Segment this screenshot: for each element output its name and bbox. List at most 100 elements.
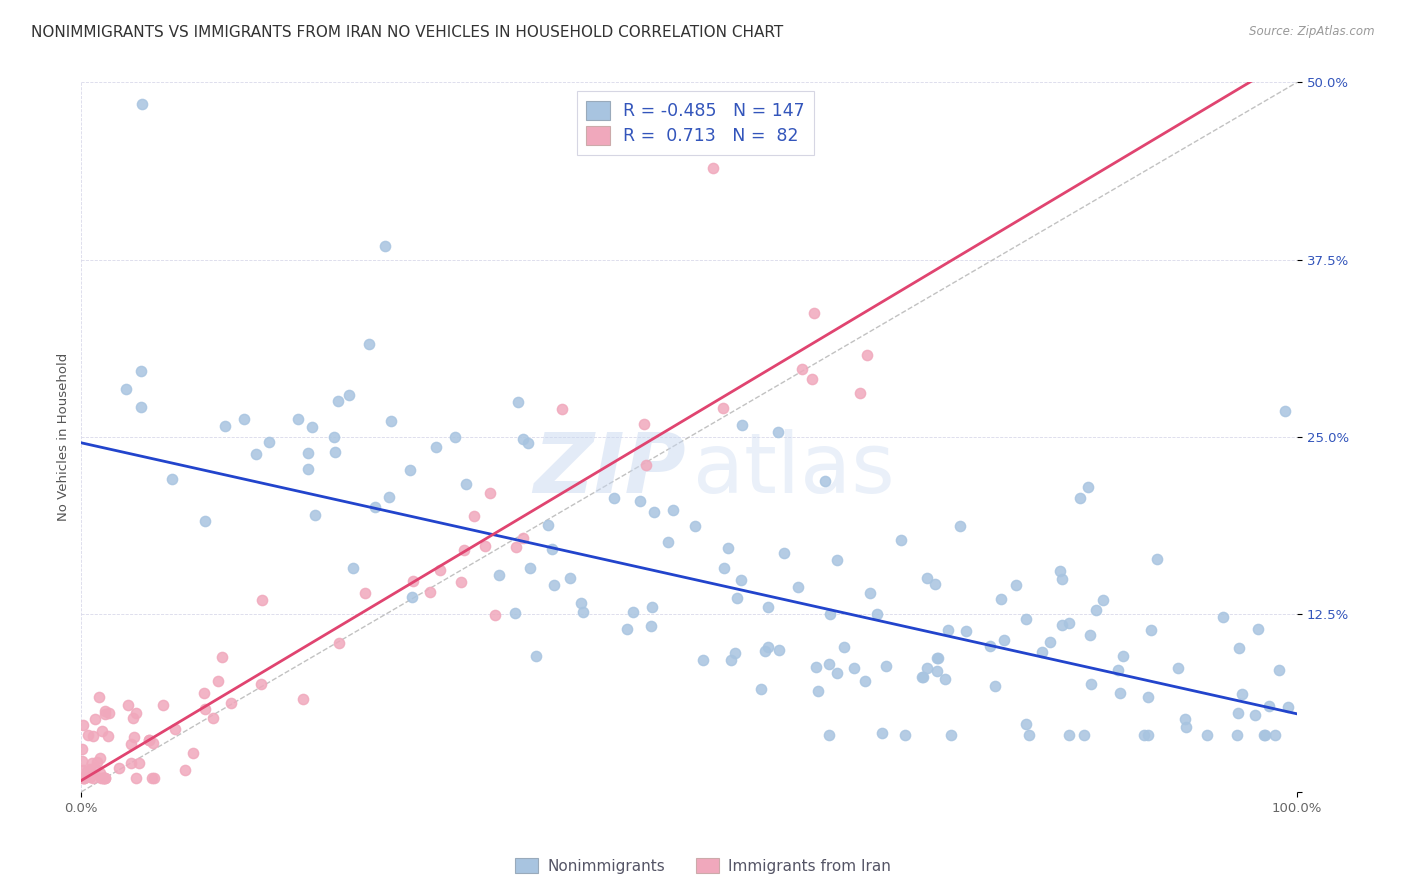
Point: [1174, 712, 1197, 726]
Point: [927, 651, 949, 665]
Point: [287, 412, 309, 426]
Point: [818, 657, 841, 671]
Point: [756, 640, 779, 654]
Point: [128, 756, 150, 770]
Point: [142, 771, 165, 785]
Point: [125, 771, 148, 785]
Point: [233, 411, 256, 425]
Point: [377, 490, 399, 504]
Point: [842, 661, 865, 675]
Point: [129, 400, 152, 414]
Point: [1084, 603, 1107, 617]
Point: [949, 519, 972, 533]
Point: [1227, 640, 1250, 655]
Point: [912, 670, 935, 684]
Point: [683, 519, 706, 533]
Point: [875, 659, 897, 673]
Point: [512, 532, 534, 546]
Y-axis label: No Vehicles in Household: No Vehicles in Household: [58, 353, 70, 521]
Point: [82, 771, 104, 785]
Point: [526, 648, 548, 663]
Point: [337, 387, 360, 401]
Point: [1073, 728, 1095, 742]
Point: [98, 706, 121, 720]
Point: [425, 441, 447, 455]
Point: [1092, 593, 1115, 607]
Point: [207, 674, 229, 689]
Point: [519, 561, 541, 575]
Point: [859, 586, 882, 600]
Point: [72, 763, 94, 777]
Point: [505, 540, 527, 554]
Point: [89, 766, 111, 780]
Point: [129, 364, 152, 378]
Point: [512, 433, 534, 447]
Point: [936, 623, 959, 637]
Point: [1212, 609, 1234, 624]
Point: [662, 503, 685, 517]
Point: [616, 622, 638, 636]
Point: [657, 535, 679, 549]
Point: [807, 684, 830, 698]
Point: [181, 746, 204, 760]
Point: [633, 417, 655, 431]
Point: [125, 706, 148, 720]
Point: [1108, 686, 1130, 700]
Point: [138, 733, 160, 747]
Point: [731, 417, 754, 432]
Point: [927, 665, 949, 679]
Point: [257, 434, 280, 449]
Point: [304, 508, 326, 522]
Point: [419, 585, 441, 599]
Point: [97, 730, 120, 744]
Point: [357, 336, 380, 351]
Point: [297, 446, 319, 460]
Point: [463, 508, 485, 523]
Point: [543, 578, 565, 592]
Point: [621, 605, 644, 619]
Legend: R = -0.485   N = 147, R =  0.713   N =  82: R = -0.485 N = 147, R = 0.713 N = 82: [576, 91, 814, 155]
Point: [429, 563, 451, 577]
Point: [1254, 728, 1277, 742]
Point: [720, 653, 742, 667]
Point: [1107, 663, 1129, 677]
Point: [380, 414, 402, 428]
Point: [342, 560, 364, 574]
Point: [890, 533, 912, 547]
Point: [730, 573, 752, 587]
Point: [77, 728, 100, 742]
Point: [72, 741, 94, 756]
Point: [122, 731, 145, 745]
Point: [749, 681, 772, 696]
Point: [1080, 677, 1102, 691]
Point: [142, 736, 165, 750]
Text: atlas: atlas: [693, 428, 894, 509]
Point: [1226, 728, 1249, 742]
Point: [540, 542, 562, 557]
Point: [640, 618, 662, 632]
Point: [934, 673, 956, 687]
Point: [641, 600, 664, 615]
Point: [569, 596, 592, 610]
Point: [1005, 578, 1028, 592]
Point: [911, 670, 934, 684]
Point: [1139, 623, 1161, 637]
Point: [443, 430, 465, 444]
Point: [93, 771, 115, 785]
Point: [194, 514, 217, 528]
Point: [82, 729, 104, 743]
Point: [1167, 661, 1189, 675]
Point: [1052, 572, 1074, 586]
Point: [924, 577, 946, 591]
Point: [1230, 687, 1253, 701]
Point: [1049, 564, 1071, 578]
Point: [163, 722, 186, 736]
Point: [398, 463, 420, 477]
Point: [131, 96, 153, 111]
Point: [915, 571, 938, 585]
Point: [1078, 628, 1101, 642]
Point: [488, 567, 510, 582]
Point: [214, 419, 236, 434]
Point: [86, 756, 108, 770]
Point: [792, 362, 814, 376]
